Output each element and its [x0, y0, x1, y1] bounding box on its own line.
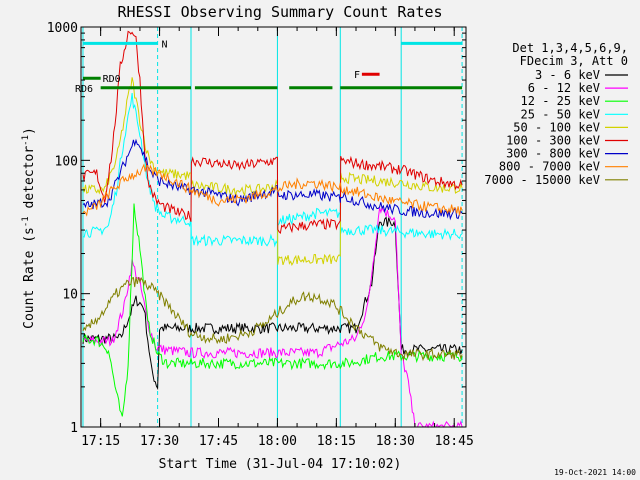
x-tick-label-2: 17:45	[199, 434, 238, 449]
plot-frame	[80, 26, 467, 428]
y-tick-label-3: 1000	[47, 21, 78, 36]
series-line-6	[82, 138, 463, 221]
flags-layer: N F RD0 RD6	[75, 39, 463, 95]
series-layer	[82, 30, 463, 429]
series-line-1	[82, 205, 463, 429]
y-axis-label-sup1: -1	[21, 216, 31, 227]
axes: 1 10 100 1000 17:15 17:30 17:45 18:00 18:15 18:30…	[47, 21, 474, 449]
plot-background	[81, 27, 466, 427]
x-tick-label-5: 18:30	[376, 434, 415, 449]
legend-label-0: 3 - 6 keV	[535, 68, 600, 82]
legend-label-2: 12 - 25 keV	[521, 94, 600, 108]
x-axis-label: Start Time (31-Jul-04 17:10:02)	[159, 457, 402, 472]
y-axis-label: Count Rate (s-1 detector-1)	[21, 127, 37, 329]
y-tick-label-1: 10	[62, 288, 78, 303]
y-tick-label-0: 1	[70, 421, 78, 436]
legend-label-4: 50 - 100 keV	[513, 120, 600, 134]
series-line-8	[82, 276, 463, 362]
chart-title: RHESSI Observing Summary Count Rates	[117, 3, 442, 21]
y-tick-label-2: 100	[55, 154, 78, 169]
flag-label-n: N	[162, 39, 168, 50]
y-axis-label-main: Count Rate (s	[22, 227, 37, 329]
x-tick-label-4: 18:15	[317, 434, 356, 449]
legend-label-8: 7000 - 15000 keV	[484, 173, 600, 187]
y-axis-label-mid: detector	[22, 146, 37, 217]
legend-label-6: 300 - 800 keV	[506, 147, 600, 161]
legend-header-line2: FDecim 3, Att 0	[520, 54, 628, 68]
legend: Det 1,3,4,5,6,9, FDecim 3, Att 0 3 - 6 k…	[484, 41, 628, 187]
series-line-7	[82, 163, 463, 217]
flag-label-f: F	[354, 70, 360, 81]
legend-header-line1: Det 1,3,4,5,6,9,	[512, 41, 628, 55]
legend-label-3: 25 - 50 keV	[521, 107, 600, 121]
flag-label-rd6: RD6	[75, 84, 93, 95]
plot-area	[81, 27, 466, 427]
x-tick-label-0: 17:15	[81, 434, 120, 449]
y-axis-label-sup2: -1	[21, 135, 31, 146]
y-axis-label-end: )	[22, 127, 37, 135]
x-tick-label-3: 18:00	[258, 434, 297, 449]
x-tick-label-6: 18:45	[435, 434, 474, 449]
legend-label-1: 6 - 12 keV	[528, 81, 600, 95]
series-line-5	[82, 30, 463, 234]
flag-label-rd0: RD0	[103, 74, 121, 85]
legend-label-5: 100 - 300 keV	[506, 134, 600, 148]
x-tick-label-1: 17:30	[140, 434, 179, 449]
plot-timestamp: 19-Oct-2021 14:00	[554, 468, 636, 477]
series-line-3	[82, 92, 463, 248]
legend-label-7: 800 - 7000 keV	[499, 160, 600, 174]
series-line-2	[82, 203, 463, 417]
